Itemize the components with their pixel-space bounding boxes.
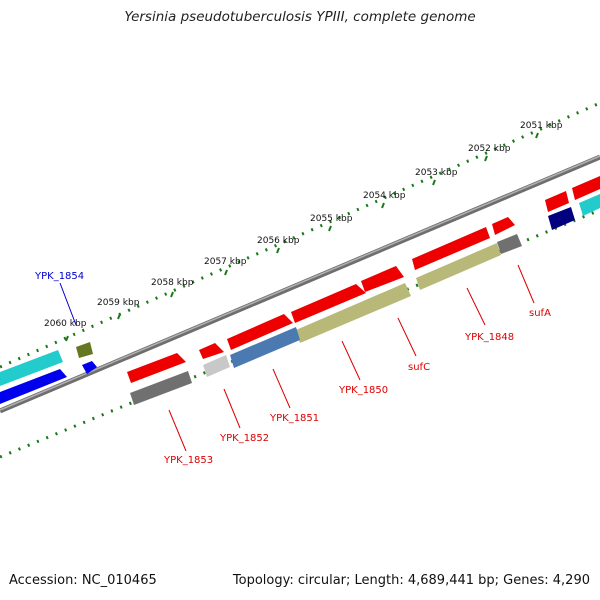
tick-label: 2051 kbp	[520, 121, 563, 131]
tick-label: 2056 kbp	[257, 236, 300, 246]
tick-label: 2052 kbp	[468, 144, 511, 154]
tick-label: 2057 kbp	[204, 257, 247, 267]
gene-label-ypk-1853: YPK_1853	[163, 455, 213, 466]
gene-label-ypk-1851: YPK_1851	[269, 413, 319, 424]
gene-box-grey	[497, 234, 522, 254]
gene-box-green	[76, 342, 93, 358]
topology-label: Topology: circular; Length: 4,689,441 bp…	[232, 573, 590, 588]
label-leader-line	[466, 287, 486, 326]
map-title: Yersinia pseudotuberculosis YPIII, compl…	[124, 9, 476, 25]
gene-box-light-grey	[203, 355, 230, 377]
gene-arrow-red	[545, 191, 569, 212]
gene-label-ypk-1852: YPK_1852	[219, 433, 269, 444]
gene-arrow-blue	[82, 361, 97, 374]
tick-label: 2059 kbp	[97, 298, 140, 308]
tick-label: 2053 kbp	[415, 168, 458, 178]
label-leader-line	[272, 368, 291, 409]
gene-box-cyan	[579, 194, 600, 216]
tick-label: 2058 kbp	[151, 278, 194, 288]
gene-label-sufa: sufA	[529, 308, 551, 319]
tick-mark	[65, 132, 539, 342]
gene-arrow-red	[572, 176, 600, 200]
gene-arrow-red	[127, 353, 186, 383]
gene-label-ypk-1848: YPK_1848	[464, 332, 514, 343]
tick-label: 2060 kbp	[44, 319, 87, 329]
gene-arrow-red	[492, 217, 515, 235]
gene-box-navy	[548, 207, 575, 230]
label-leader-line	[341, 340, 361, 381]
label-leader-line	[397, 317, 417, 357]
genome-backbone	[0, 154, 600, 414]
outer-tick-ring	[0, 101, 600, 369]
reverse-strand-genes	[0, 194, 600, 405]
gene-label-sufc: sufC	[408, 362, 430, 373]
gene-arrow-red	[291, 284, 366, 323]
gene-label-ypk-1854: YPK_1854	[34, 271, 84, 282]
genome-backbone-highlight	[0, 155, 600, 411]
label-leader-line	[517, 264, 535, 304]
label-leader-line	[59, 282, 77, 326]
label-leader-line	[168, 409, 187, 452]
gene-box-steel	[230, 327, 300, 368]
gene-label-ypk-1850: YPK_1850	[338, 385, 388, 396]
gene-arrow-red	[227, 314, 293, 350]
gene-arrow-red	[412, 227, 490, 270]
gene-box-olive	[296, 283, 411, 343]
label-leader-line	[223, 388, 241, 429]
gene-arrow-red	[361, 266, 404, 292]
gene-arrow-cyan	[0, 350, 63, 386]
tick-label: 2054 kbp	[363, 191, 406, 201]
gene-arrow-blue	[0, 369, 67, 404]
inner-tick-ring	[0, 208, 600, 459]
forward-strand-genes	[0, 176, 600, 386]
gene-box-olive	[416, 243, 501, 290]
gene-arrow-red	[199, 343, 224, 359]
gene-box-grey	[130, 371, 192, 405]
tick-label: 2055 kbp	[310, 214, 353, 224]
accession-label: Accession: NC_010465	[9, 573, 157, 588]
